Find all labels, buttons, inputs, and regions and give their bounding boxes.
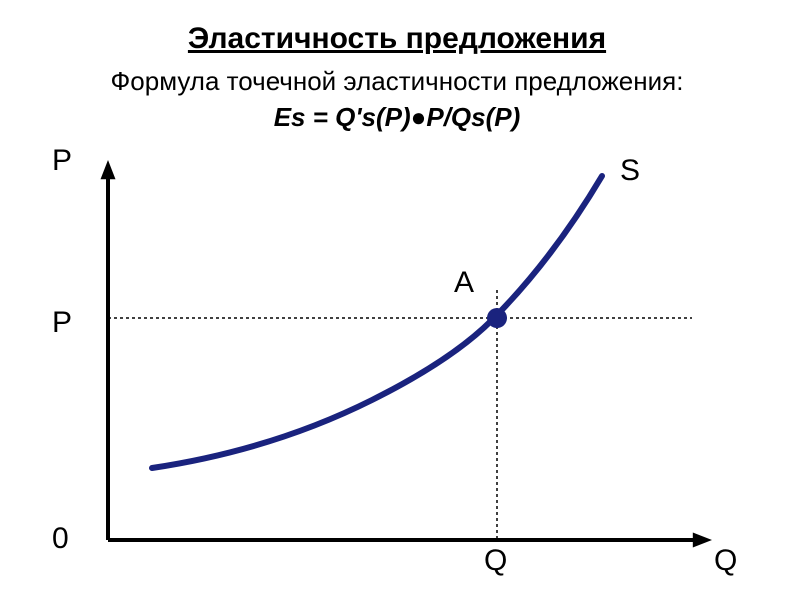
label-S: S	[620, 154, 640, 188]
subtitle: Формула точечной эластичности предложени…	[0, 66, 794, 97]
label-Q-axis: Q	[714, 544, 737, 578]
label-P-axis: P	[52, 144, 72, 178]
label-A: A	[454, 266, 474, 300]
chart-svg	[92, 160, 732, 570]
label-origin: 0	[52, 522, 69, 556]
formula: Es = Q's(P)●P/Qs(P)	[0, 102, 794, 133]
label-Q-point: Q	[484, 544, 507, 578]
label-P-point: P	[52, 306, 72, 340]
page-title: Эластичность предложения	[0, 22, 794, 56]
supply-elasticity-chart: P P 0 S A Q Q	[92, 160, 732, 570]
